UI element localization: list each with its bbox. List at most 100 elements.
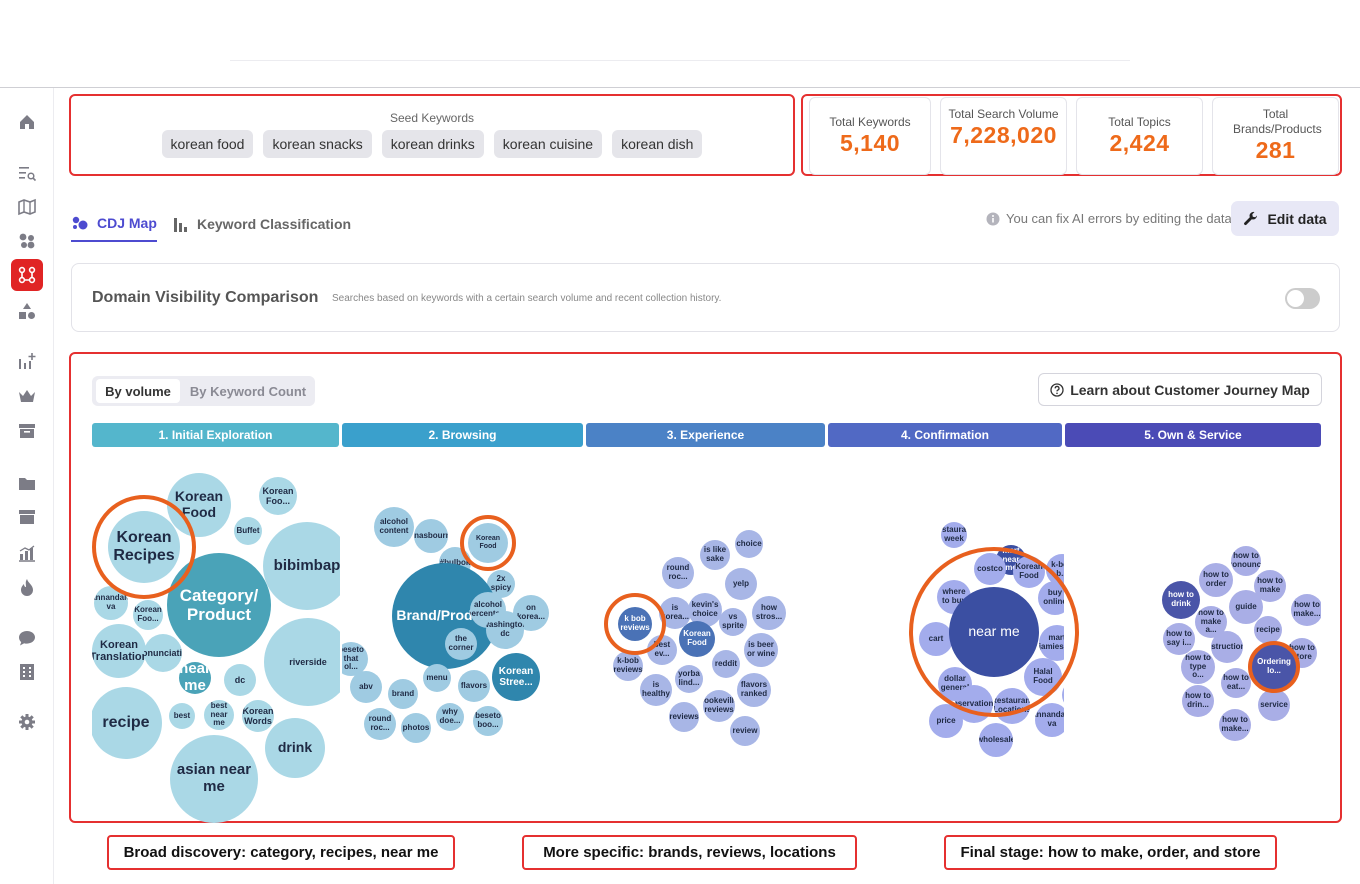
sidebar-item-bubbles[interactable] [14,228,40,254]
keyword-bubble[interactable]: instructions [1211,631,1243,663]
keyword-bubble[interactable]: 2x spicy [487,570,515,598]
keyword-bubble[interactable]: price [929,704,963,738]
keyword-bubble[interactable]: brand [388,679,418,709]
map-icon [18,198,36,216]
fire-icon [21,579,33,596]
keyword-bubble[interactable]: how to eat... [1221,668,1251,698]
help-circle-icon [1050,382,1064,397]
keyword-bubble[interactable]: round roc... [662,557,694,589]
keyword-bubble[interactable]: beseto boo... [473,706,503,736]
keyword-bubble[interactable]: guide [1229,590,1263,624]
sidebar-item-map[interactable] [14,194,40,220]
keyword-bubble[interactable]: cookeville reviews [703,690,735,722]
keyword-bubble[interactable]: photos [401,713,431,743]
sidebar-item-search-list[interactable] [14,160,40,186]
tab-cdj-map[interactable]: CDJ Map [71,206,157,242]
sidebar-item-folder[interactable] [14,470,40,496]
sidebar-item-shapes[interactable] [14,298,40,324]
keyword-bubble[interactable]: yelp [725,568,757,600]
keyword-bubble[interactable]: why doe... [436,703,464,731]
keyword-bubble[interactable]: Category/ Product [167,553,271,657]
keyword-bubble[interactable]: near me [179,662,211,694]
journey-map-panel: By volume By Keyword Count Learn about C… [69,352,1342,823]
keyword-bubble[interactable]: vs sprite [719,608,747,636]
keyword-bubble[interactable]: is like sake [700,540,730,570]
keyword-bubble[interactable]: Korean Foo... [259,477,297,515]
keyword-bubble[interactable]: reddit [712,650,740,678]
keyword-bubble[interactable]: k bob b... [1062,680,1064,710]
keyword-bubble[interactable]: annandale va [1035,703,1064,737]
keyword-bubble[interactable]: Korean Stree... [492,653,540,701]
segment-by-keyword-count[interactable]: By Keyword Count [189,383,307,399]
sidebar-item-bar-chart[interactable] [14,540,40,566]
keyword-bubble[interactable]: restaurant week [941,522,967,548]
sidebar-item-journey[interactable] [11,259,43,291]
keyword-bubble[interactable]: pronunciation [144,634,182,672]
keyword-bubble[interactable]: how to make... [1291,594,1321,626]
keyword-bubble[interactable]: flavors ranked [737,673,771,707]
keyword-bubble[interactable]: on korea... [513,595,549,631]
keyword-bubble[interactable]: menu [423,664,451,692]
keyword-bubble[interactable]: Buffet [234,517,262,545]
keyword-bubble[interactable]: tanasbourne [414,519,448,553]
segment-by-volume[interactable]: By volume [96,379,180,403]
domain-visibility-title: Domain Visibility Comparison [92,289,319,306]
keyword-bubble[interactable]: how to drin... [1182,685,1214,717]
sparkle-chart-icon [19,353,36,369]
edit-data-button[interactable]: Edit data [1231,201,1339,236]
keyword-bubble[interactable]: is healthy [640,674,672,706]
keyword-bubble[interactable]: how to type o... [1181,650,1215,684]
domain-visibility-toggle[interactable] [1285,288,1320,309]
learn-cjm-button[interactable]: Learn about Customer Journey Map [1038,373,1322,406]
keyword-bubble[interactable]: dc [224,664,256,696]
stat-value: 5,140 [839,130,901,156]
keyword-bubble[interactable]: abv [350,671,382,703]
keyword-bubble[interactable]: flavors [458,670,490,702]
keyword-bubble[interactable]: annandale va [94,586,128,620]
keyword-bubble[interactable]: review [730,716,760,746]
keyword-bubble[interactable]: Korean Foo... [133,600,163,630]
keyword-bubble[interactable]: beseto that ol... [342,642,368,676]
keyword-bubble[interactable]: bibimbap [263,522,340,610]
sidebar-item-chat[interactable] [14,625,40,651]
keyword-bubble[interactable]: how to say i... [1163,623,1195,655]
sidebar-item-building[interactable] [14,659,40,685]
sidebar-item-sparkle-chart[interactable] [14,348,40,374]
keyword-bubble[interactable]: how to make... [1219,709,1251,741]
keyword-bubble[interactable]: drink [265,718,325,778]
sidebar-item-fire[interactable] [14,574,40,600]
keyword-bubble[interactable]: is beer or wine [744,633,778,667]
keyword-bubble[interactable]: choice [735,530,763,558]
keyword-bubble[interactable]: Korean Words [242,700,274,732]
keyword-bubble[interactable]: best [169,703,195,729]
keyword-bubble[interactable]: yorba lind... [675,665,703,693]
keyword-bubble[interactable]: service [1258,689,1290,721]
keyword-bubble[interactable]: Korean Food [679,621,715,657]
keyword-bubble[interactable]: asian near me [170,735,258,823]
keyword-bubble[interactable]: best near me [204,700,234,730]
keyword-bubble[interactable]: how to pronounc... [1231,546,1261,576]
tab-keyword-classification[interactable]: Keyword Classification [173,206,351,242]
stat-title: Total Search Volume [948,107,1059,121]
keyword-bubble[interactable]: how to order [1199,563,1233,597]
keyword-bubble[interactable]: alcohol content [374,507,414,547]
sidebar-item-home[interactable] [14,109,40,135]
keyword-bubble[interactable]: reviews [669,702,699,732]
keyword-bubble[interactable]: recipe [1254,616,1282,644]
keyword-bubble[interactable]: Korean Translation [92,624,146,678]
sidebar-item-gear[interactable] [14,709,40,735]
sidebar-item-box[interactable] [14,504,40,530]
keyword-bubble[interactable]: k-bob reviews [613,651,643,681]
keyword-bubble[interactable]: the corner [445,628,477,660]
keyword-bubble[interactable]: riverside [264,618,340,706]
keyword-bubble[interactable]: recipe [92,687,162,759]
sidebar-item-archive[interactable] [14,418,40,444]
keyword-bubble[interactable]: washington dc [486,611,524,649]
keyword-bubble[interactable]: round roc... [364,708,396,740]
hint-text: You can fix AI errors by editing the dat… [1006,211,1236,226]
seed-keyword-chip: korean snacks [263,130,372,158]
keyword-bubble[interactable]: how stros... [752,596,786,630]
keyword-bubble[interactable]: wholesale [979,723,1013,757]
sidebar-item-crown[interactable] [14,383,40,409]
keyword-bubble[interactable]: how to drink [1162,581,1200,619]
